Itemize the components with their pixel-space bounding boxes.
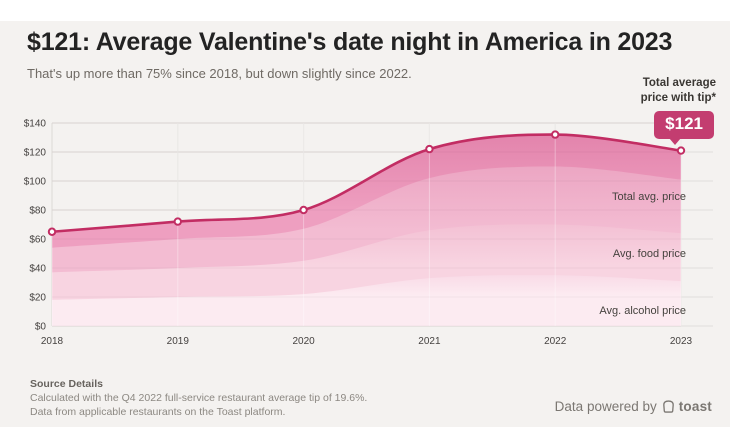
powered-by: Data powered by toast — [555, 399, 712, 414]
data-point-marker — [175, 218, 181, 224]
data-point-marker — [426, 146, 432, 152]
value-badge-text: $121 — [665, 114, 703, 133]
powered-by-text: Data powered by — [555, 399, 657, 414]
series-label-avg-food-price: Avg. food price — [613, 248, 686, 260]
source-details-heading: Source Details — [30, 378, 103, 390]
subtitle: That's up more than 75% since 2018, but … — [27, 66, 412, 81]
series-label-avg-alcohol-price: Avg. alcohol price — [599, 305, 686, 317]
source-details-line-1: Calculated with the Q4 2022 full-service… — [30, 392, 367, 404]
x-tick-label: 2020 — [292, 336, 315, 347]
y-tick-label: $120 — [24, 148, 47, 159]
callout-label: Total average price with tip* — [616, 76, 716, 105]
y-tick-label: $20 — [29, 293, 46, 304]
x-tick-label: 2021 — [418, 336, 441, 347]
data-point-marker — [49, 229, 55, 235]
source-details-line-2: Data from applicable restaurants on the … — [30, 406, 285, 418]
valentines-infographic: $0 $20 $40 $60 $80 $100 $120 $140 2018 2019 2020 20… — [0, 0, 730, 443]
y-tick-label: $40 — [29, 264, 46, 275]
x-tick-label: 2019 — [167, 336, 190, 347]
y-tick-label: $100 — [24, 177, 47, 188]
page-title: $121: Average Valentine's date night in … — [27, 28, 672, 57]
y-tick-label: $80 — [29, 206, 46, 217]
x-tick-label: 2018 — [41, 336, 64, 347]
toast-brand-text: toast — [679, 399, 712, 414]
x-tick-label: 2022 — [544, 336, 567, 347]
toast-logo-icon — [661, 399, 676, 414]
y-tick-label: $140 — [24, 119, 47, 130]
data-point-marker — [300, 207, 306, 213]
x-tick-label: 2023 — [670, 336, 693, 347]
data-point-marker — [552, 131, 558, 137]
data-point-marker — [678, 147, 684, 153]
y-tick-label: $0 — [35, 322, 47, 333]
y-tick-label: $60 — [29, 235, 46, 246]
value-badge: $121 — [654, 111, 714, 139]
series-label-total-avg-price: Total avg. price — [612, 191, 686, 203]
